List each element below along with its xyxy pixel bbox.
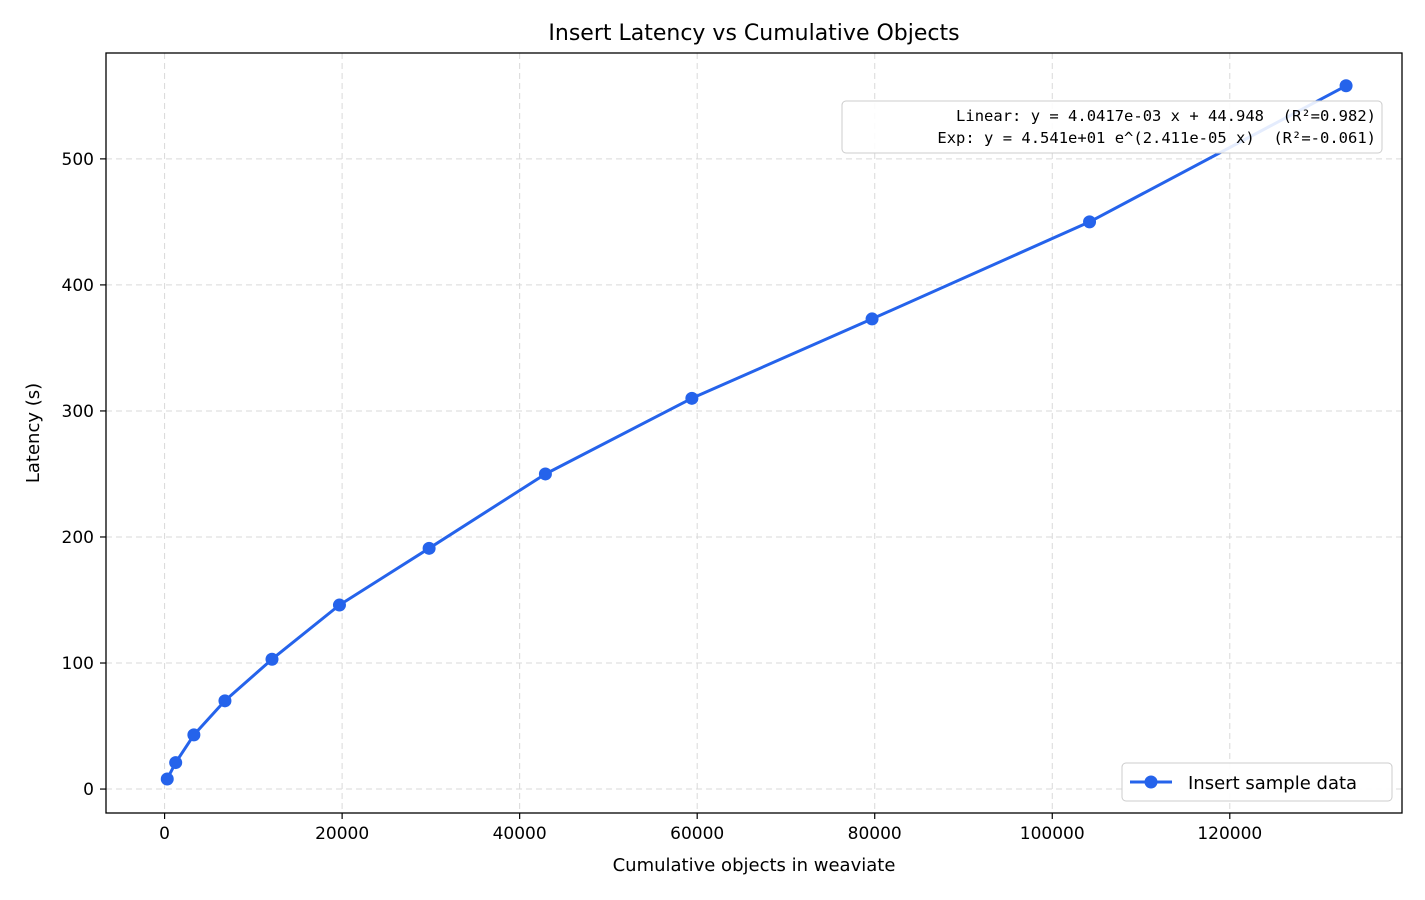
data-point [187, 728, 201, 742]
x-tick-label: 80000 [848, 824, 902, 844]
y-tick-label: 300 [62, 402, 94, 422]
y-tick-label: 0 [83, 780, 94, 800]
grid [106, 53, 1402, 813]
fit-annotation: Linear: y = 4.0417e-03 x + 44.948 (R²=0.… [841, 100, 1383, 154]
data-point [169, 756, 183, 770]
y-tick-label: 200 [62, 528, 94, 548]
y-tick-label: 500 [62, 150, 94, 170]
legend-label: Insert sample data [1188, 773, 1357, 794]
fit-annotation-exp: Exp: y = 4.541e+01 e^(2.411e-05 x) (R²=-… [937, 129, 1376, 147]
x-tick-label: 40000 [493, 824, 547, 844]
series-layer [160, 79, 1353, 786]
plot-frame [105, 52, 1403, 814]
data-point [1339, 79, 1353, 93]
data-point [265, 652, 279, 666]
data-point [538, 467, 552, 481]
x-tick-label: 20000 [315, 824, 369, 844]
legend-box [1121, 762, 1393, 802]
data-point [160, 772, 174, 786]
data-point [218, 694, 232, 708]
legend: Insert sample data [1121, 762, 1393, 802]
data-point [1083, 215, 1097, 229]
x-tick-label: 120000 [1197, 824, 1262, 844]
x-axis-label: Cumulative objects in weaviate [613, 855, 896, 876]
y-tick-label: 400 [62, 276, 94, 296]
data-point [865, 312, 879, 326]
ticks: 0 20000 40000 60000 80000 100000 120000 0 100 200… [62, 150, 1263, 844]
y-tick-label: 100 [62, 654, 94, 674]
x-tick-label: 0 [159, 824, 170, 844]
data-point [422, 541, 436, 555]
fit-annotation-linear: Linear: y = 4.0417e-03 x + 44.948 (R²=0.… [937, 107, 1376, 125]
data-point [685, 391, 699, 405]
x-tick-label: 100000 [1020, 824, 1085, 844]
chart-title: Insert Latency vs Cumulative Objects [548, 21, 959, 46]
x-tick-label: 60000 [670, 824, 724, 844]
y-axis-label: Latency (s) [23, 383, 44, 483]
fit-annotation-box [841, 100, 1383, 154]
data-point [332, 598, 346, 612]
legend-marker-swatch [1144, 775, 1158, 789]
